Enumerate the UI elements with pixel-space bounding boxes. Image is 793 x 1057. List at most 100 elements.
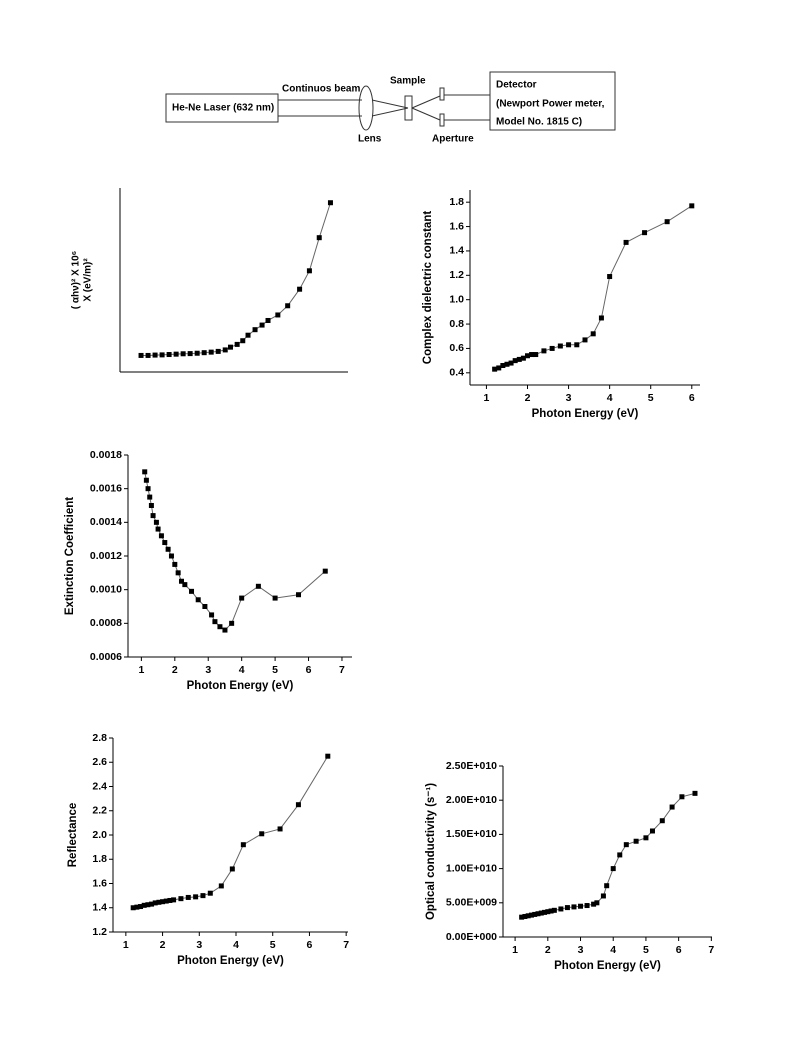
marker bbox=[229, 620, 235, 626]
x-tick-label: 1 bbox=[512, 944, 518, 956]
y-tick-label: 1.2 bbox=[449, 269, 464, 281]
marker bbox=[598, 315, 604, 321]
marker bbox=[148, 503, 154, 508]
y-tick-label: 0.0010 bbox=[90, 583, 122, 595]
aperture-label: Aperture bbox=[432, 134, 474, 145]
marker bbox=[156, 899, 162, 905]
x-tick-label: 5 bbox=[643, 944, 649, 956]
marker bbox=[542, 909, 548, 915]
marker bbox=[604, 883, 610, 889]
marker bbox=[222, 627, 228, 633]
y-tick-label: 1.00E+010 bbox=[446, 862, 497, 874]
marker bbox=[600, 893, 606, 899]
marker bbox=[168, 553, 174, 559]
setup-diagram: He-Ne Laser (632 nm) Continuos beam Samp… bbox=[165, 71, 616, 145]
marker bbox=[158, 533, 164, 539]
marker bbox=[610, 866, 616, 872]
marker bbox=[163, 898, 169, 904]
curve bbox=[521, 792, 696, 918]
marker bbox=[591, 901, 597, 907]
marker bbox=[564, 905, 570, 911]
y-tick-label: 2.0 bbox=[92, 829, 107, 841]
marker bbox=[669, 804, 675, 810]
marker bbox=[607, 274, 613, 280]
laser-box bbox=[165, 93, 279, 123]
marker bbox=[590, 331, 596, 337]
marker bbox=[252, 327, 258, 333]
marker bbox=[229, 866, 235, 872]
y-tick-label: 0.0016 bbox=[90, 482, 122, 494]
marker bbox=[134, 904, 140, 910]
y-tick-label: 0.6 bbox=[449, 342, 464, 354]
x-tick-label: 6 bbox=[307, 939, 313, 951]
x-tick-label: 4 bbox=[239, 664, 245, 676]
y-tick-label: 1.2 bbox=[92, 926, 107, 938]
marker bbox=[516, 356, 522, 362]
marker bbox=[207, 890, 213, 896]
marker bbox=[167, 897, 173, 903]
x-tick-label: 2 bbox=[160, 939, 166, 951]
x-axis-label: Photon Energy (eV) bbox=[177, 955, 284, 967]
marker bbox=[295, 802, 301, 808]
x-tick-label: 3 bbox=[205, 664, 211, 676]
marker bbox=[159, 352, 165, 358]
marker bbox=[209, 612, 215, 618]
marker bbox=[545, 909, 551, 915]
x-axis-label: Photon Energy (eV) bbox=[532, 408, 639, 420]
marker bbox=[272, 595, 278, 601]
marker bbox=[149, 901, 155, 907]
marker bbox=[162, 540, 168, 546]
marker bbox=[533, 352, 539, 358]
x-tick-label: 7 bbox=[339, 664, 345, 676]
marker bbox=[217, 624, 223, 630]
marker bbox=[325, 753, 331, 759]
marker bbox=[285, 303, 291, 309]
marker bbox=[152, 352, 158, 358]
beam bbox=[411, 107, 441, 121]
x-tick-label: 6 bbox=[689, 392, 695, 404]
x-tick-label: 3 bbox=[566, 392, 572, 404]
marker bbox=[649, 828, 655, 834]
marker bbox=[265, 317, 271, 323]
marker bbox=[519, 914, 525, 920]
y-tick-label: 0.00E+000 bbox=[446, 931, 497, 943]
marker bbox=[633, 838, 639, 844]
marker bbox=[492, 366, 498, 372]
marker bbox=[259, 831, 265, 837]
curve bbox=[144, 471, 326, 631]
x-tick-label: 1 bbox=[484, 392, 490, 404]
marker bbox=[180, 351, 186, 357]
y-axis-label: ( αhν)² X 10⁶ bbox=[71, 251, 82, 310]
detector-label: (Newport Power meter, bbox=[496, 99, 605, 110]
marker bbox=[145, 902, 151, 908]
marker bbox=[178, 896, 184, 902]
y-tick-label: 0.4 bbox=[449, 367, 464, 379]
x-tick-label: 7 bbox=[343, 939, 349, 951]
x-tick-label: 6 bbox=[306, 664, 312, 676]
marker bbox=[182, 582, 188, 588]
marker bbox=[520, 355, 526, 361]
x-tick-label: 6 bbox=[676, 944, 682, 956]
x-tick-label: 3 bbox=[196, 939, 202, 951]
marker bbox=[240, 338, 246, 344]
x-tick-label: 2 bbox=[172, 664, 178, 676]
marker bbox=[143, 477, 149, 483]
marker bbox=[189, 588, 195, 594]
y-tick-label: 1.4 bbox=[92, 902, 107, 914]
lens-label: Lens bbox=[358, 134, 382, 145]
marker bbox=[689, 203, 695, 209]
x-tick-label: 5 bbox=[648, 392, 654, 404]
marker bbox=[296, 592, 302, 598]
marker bbox=[147, 494, 153, 500]
y-tick-label: 1.6 bbox=[92, 877, 107, 889]
marker bbox=[549, 345, 555, 351]
marker bbox=[664, 219, 670, 225]
marker bbox=[215, 348, 221, 354]
marker bbox=[208, 349, 214, 355]
lens bbox=[358, 85, 374, 131]
marker bbox=[173, 351, 179, 357]
marker bbox=[234, 341, 240, 347]
marker bbox=[327, 200, 333, 206]
marker bbox=[529, 352, 535, 358]
marker bbox=[275, 312, 281, 318]
